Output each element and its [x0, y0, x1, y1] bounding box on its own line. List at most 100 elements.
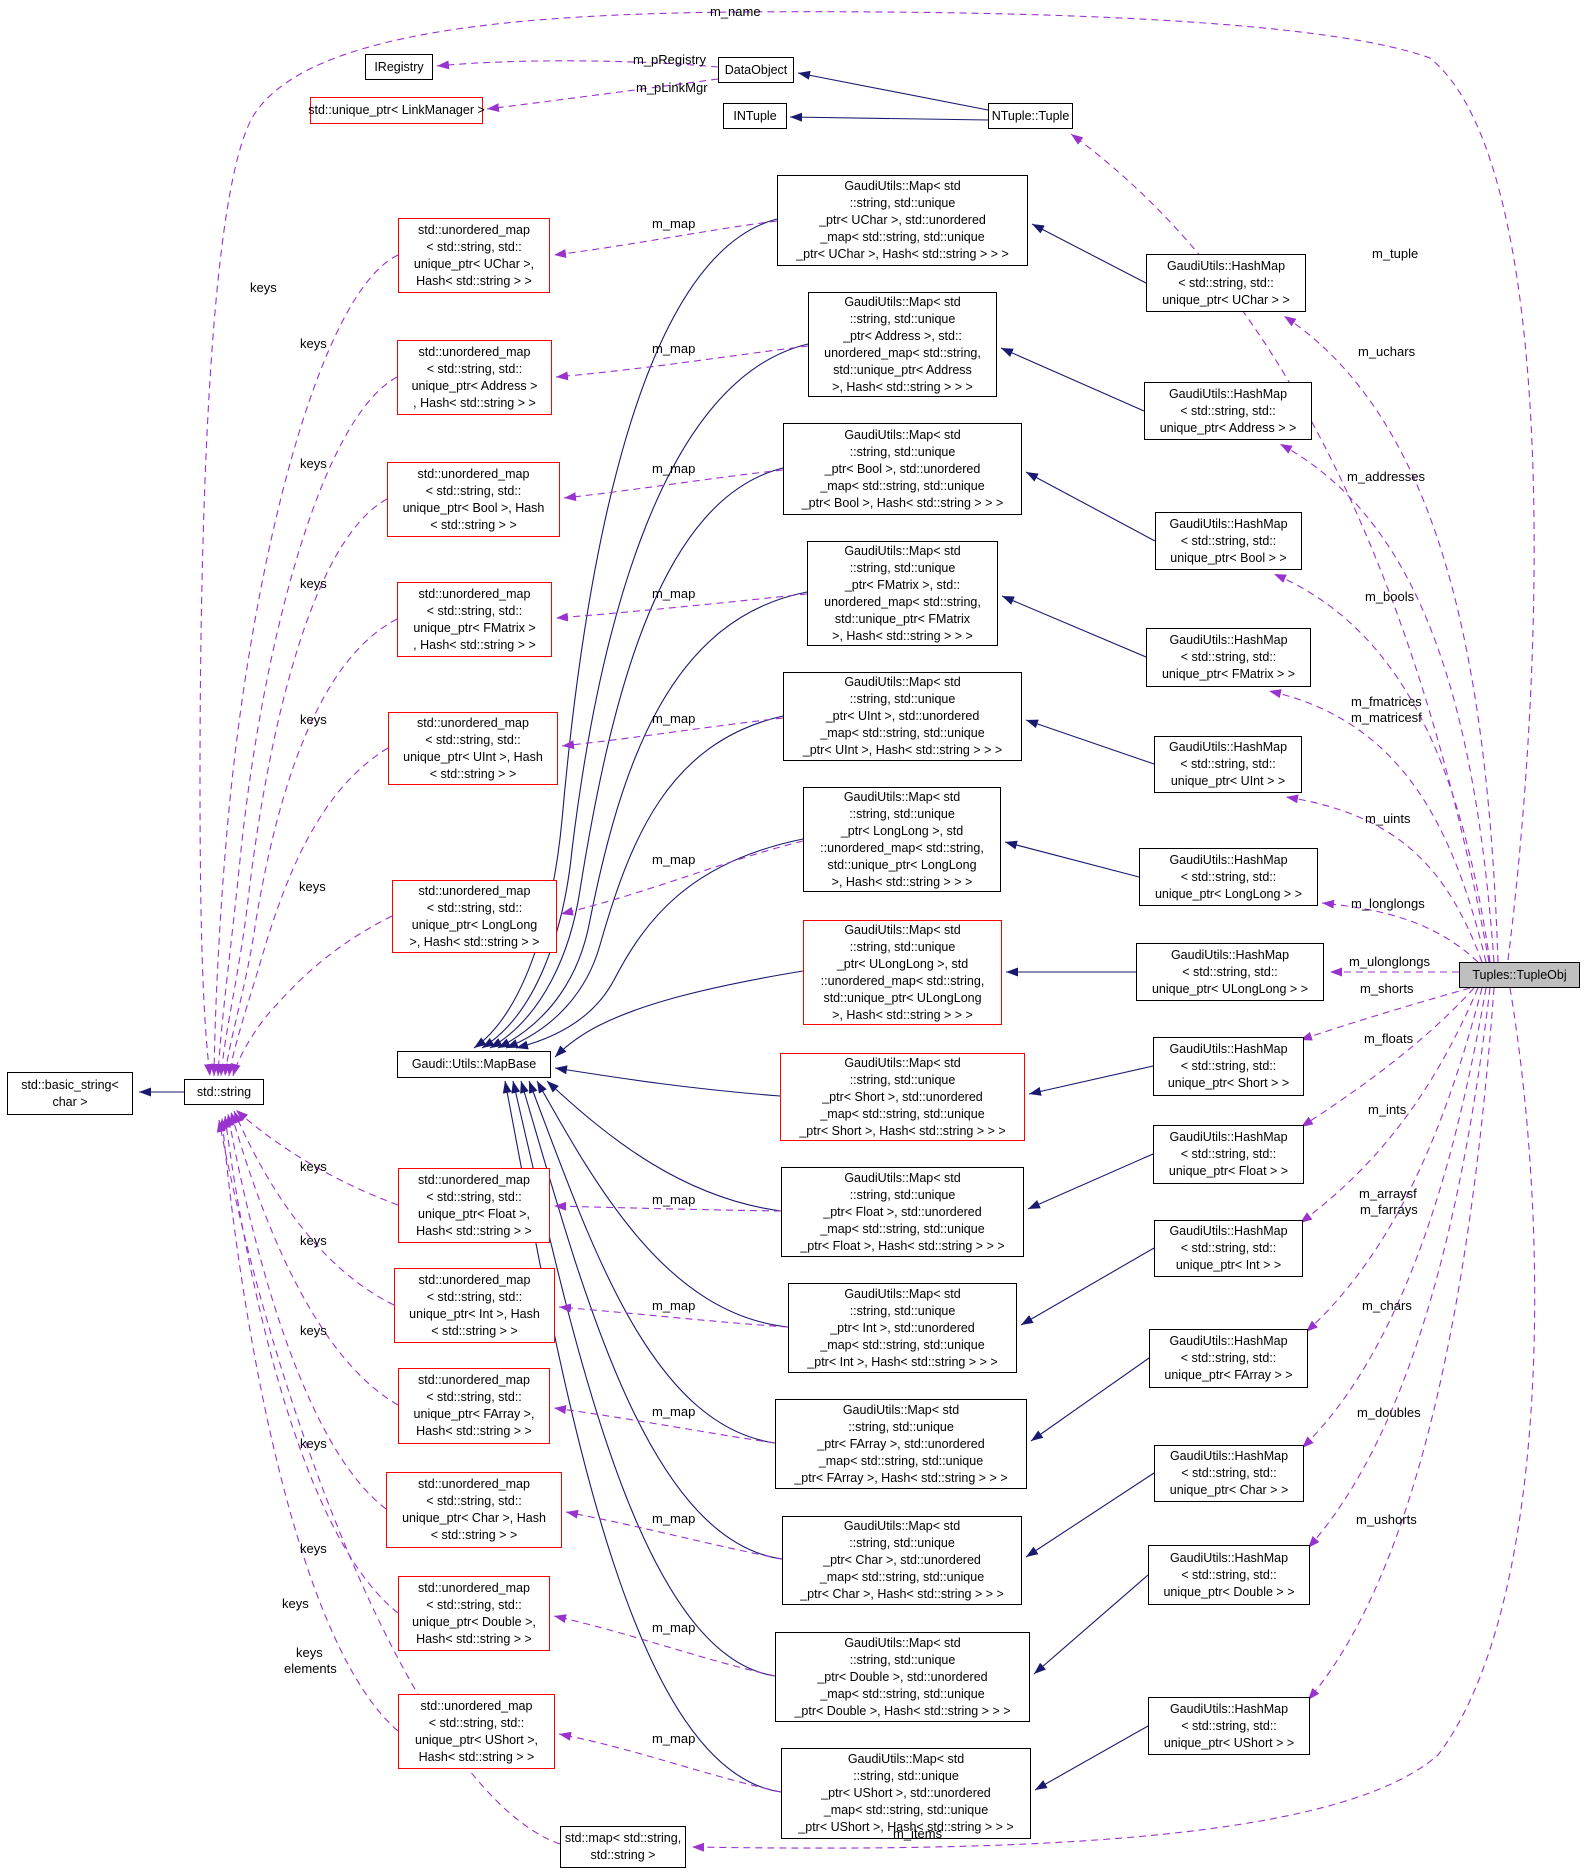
node-hashmap-double-line: < std::string, std::: [1181, 1567, 1277, 1582]
node-hashmap-bool[interactable]: GaudiUtils::HashMap < std::string, std:: u…: [1155, 512, 1302, 570]
edge-label-m-map-uint: m_map: [652, 711, 696, 726]
edge-map-uint-to-mapbase: [505, 715, 784, 1049]
edge-hashmap-int-to-map: [1020, 1247, 1155, 1326]
node-hashmap-fmatrix[interactable]: GaudiUtils::HashMap < std::string, std:: u…: [1146, 628, 1311, 687]
node-map-ulonglong[interactable]: GaudiUtils::Map< std::string, std::uniqu…: [803, 920, 1002, 1025]
node-map-uchar-line: GaudiUtils::Map< std: [844, 179, 961, 193]
node-map-address[interactable]: GaudiUtils::Map< std::string, std::uniqu…: [808, 292, 997, 397]
edge-hashmap-address-to-map: [1000, 347, 1145, 412]
node-umap-ushort-line: std::unordered_map: [420, 1698, 533, 1713]
node-hashmap-int[interactable]: GaudiUtils::HashMap < std::string, std:: u…: [1154, 1220, 1303, 1277]
node-map-double-line: ::string, std::unique: [849, 1652, 956, 1667]
node-umap-farray[interactable]: std::unordered_map < std::string, std:: un…: [398, 1368, 550, 1444]
edge-label-m-pregistry: m_pRegistry: [633, 52, 706, 67]
node-hashmap-address-line: GaudiUtils::HashMap: [1168, 386, 1288, 401]
edge-tupleobj-to-hashmap-bool: [1273, 573, 1491, 963]
node-basic-string[interactable]: std::basic_string< char >: [7, 1072, 133, 1115]
node-umap-bool[interactable]: std::unordered_map < std::string, std:: un…: [387, 462, 560, 537]
node-map-short[interactable]: GaudiUtils::Map< std::string, std::uniqu…: [780, 1053, 1025, 1141]
node-map-float[interactable]: GaudiUtils::Map< std::string, std::uniqu…: [781, 1167, 1024, 1257]
node-umap-ushort-line: < std::string, std::: [428, 1715, 525, 1730]
node-umap-fmatrix[interactable]: std::unordered_map < std::string, std:: un…: [397, 582, 552, 657]
node-umap-float[interactable]: std::unordered_map < std::string, std:: un…: [398, 1168, 550, 1243]
node-mapbase[interactable]: Gaudi::Utils::MapBase: [397, 1051, 551, 1078]
edge-label-m-map-int: m_map: [652, 1298, 696, 1313]
node-dataobject[interactable]: DataObject: [718, 57, 794, 83]
node-iregistry[interactable]: IRegistry: [365, 54, 433, 80]
node-hashmap-short-line: < std::string, std::: [1180, 1059, 1277, 1073]
node-hashmap-double[interactable]: GaudiUtils::HashMap < std::string, std:: u…: [1148, 1545, 1310, 1605]
node-umap-uchar[interactable]: std::unordered_map < std::string, std:: un…: [398, 218, 550, 293]
node-hashmap-ushort[interactable]: GaudiUtils::HashMap < std::string, std:: u…: [1148, 1697, 1310, 1755]
node-map-address-line: _ptr< Address >, std::: [843, 328, 962, 343]
node-umap-int[interactable]: std::unordered_map < std::string, std:: un…: [394, 1268, 555, 1343]
node-map-double[interactable]: GaudiUtils::Map< std::string, std::uniqu…: [775, 1632, 1030, 1722]
node-hashmap-farray[interactable]: GaudiUtils::HashMap < std::string, std:: u…: [1149, 1329, 1308, 1388]
node-umap-uint-line: std::unordered_map: [417, 715, 529, 730]
node-hashmap-ulonglong[interactable]: GaudiUtils::HashMap < std::string, std:: u…: [1136, 943, 1324, 1001]
edge-map-int-mmap: [558, 1303, 789, 1328]
edge-tupleobj-to-hashmap-longlong: [1321, 899, 1479, 963]
node-map-bool[interactable]: GaudiUtils::Map< std::string, std::uniqu…: [783, 423, 1022, 515]
node-hashmap-char[interactable]: GaudiUtils::HashMap < std::string, std:: u…: [1154, 1445, 1304, 1502]
node-map-uchar-line: _ptr< UChar >, std::unordered: [819, 213, 986, 227]
node-hashmap-float[interactable]: GaudiUtils::HashMap < std::string, std:: u…: [1153, 1125, 1304, 1184]
node-umap-longlong[interactable]: std::unordered_map < std::string, std:: un…: [392, 880, 557, 953]
node-map-uint[interactable]: GaudiUtils::Map< std::string, std::uniqu…: [783, 672, 1022, 761]
node-hashmap-address[interactable]: GaudiUtils::HashMap < std::string, std:: u…: [1144, 382, 1312, 440]
edge-label-m-items: m_items: [893, 1826, 943, 1841]
edge-label-m-farrays: m_farrays: [1360, 1202, 1418, 1217]
node-tupleobj[interactable]: Tuples::TupleObj: [1459, 962, 1580, 988]
edge-tupleobj-to-hashmap-fmatrix: [1268, 689, 1487, 963]
node-umap-address[interactable]: std::unordered_map < std::string, std:: un…: [397, 340, 552, 415]
node-map-farray[interactable]: GaudiUtils::Map< std::string, std::uniqu…: [775, 1399, 1027, 1489]
node-hashmap-short[interactable]: GaudiUtils::HashMap < std::string, std:: u…: [1153, 1037, 1304, 1096]
node-umap-double-line: < std::string, std::: [426, 1597, 522, 1612]
edge-label-keys-stdmap: keys: [296, 1645, 323, 1660]
edge-tupleobj-to-hashmap-farray: [1305, 987, 1483, 1333]
node-map-char[interactable]: GaudiUtils::Map< std::string, std::uniqu…: [782, 1516, 1022, 1605]
node-map-int[interactable]: GaudiUtils::Map< std::string, std::uniqu…: [788, 1283, 1017, 1373]
node-umap-char-line: < std::string, std::: [426, 1494, 522, 1508]
edge-tupleobj-to-hashmap-address: [1279, 443, 1495, 963]
node-map-ulonglong-line: std::unique_ptr< ULongLong: [823, 990, 982, 1005]
edge-tupleobj-to-hashmap-double: [1307, 987, 1491, 1549]
node-umap-double[interactable]: std::unordered_map < std::string, std:: un…: [398, 1576, 550, 1651]
node-hashmap-longlong[interactable]: GaudiUtils::HashMap < std::string, std:: u…: [1139, 848, 1318, 906]
edge-umap-double-keys: [222, 1115, 399, 1614]
edge-stdmap-keys-elements: [216, 1119, 561, 1845]
node-umap-char[interactable]: std::unordered_map < std::string, std:: un…: [386, 1472, 562, 1548]
node-hashmap-uint-line: unique_ptr< UInt > >: [1170, 774, 1286, 788]
node-intuple[interactable]: INTuple: [723, 103, 787, 129]
edge-map-float-mmap: [553, 1201, 782, 1212]
node-map-double-line: GaudiUtils::Map< std: [844, 1635, 961, 1650]
node-map-uchar-line: ::string, std::unique: [849, 196, 956, 210]
edge-umap-farray-keys: [229, 1111, 399, 1406]
edge-hashmap-ushort-to-map: [1034, 1725, 1149, 1791]
node-hashmap-uint-line: < std::string, std::: [1180, 757, 1276, 771]
node-ntuple-tuple[interactable]: NTuple::Tuple: [988, 103, 1073, 129]
node-hashmap-ulonglong-line: < std::string, std::: [1182, 964, 1278, 979]
edge-label-m-map-char: m_map: [652, 1511, 696, 1526]
edge-map-longlong-mmap: [560, 840, 804, 916]
node-umap-uint[interactable]: std::unordered_map < std::string, std:: un…: [388, 712, 558, 785]
edge-label-m-arraysf: m_arraysf: [1359, 1186, 1417, 1201]
node-std-string[interactable]: std::string: [184, 1079, 264, 1105]
node-map-longlong[interactable]: GaudiUtils::Map< std::string, std::uniqu…: [803, 787, 1001, 892]
node-umap-double-line: std::unordered_map: [418, 1580, 530, 1595]
edge-map-uchar-mmap: [553, 220, 778, 258]
node-map-ushort[interactable]: GaudiUtils::Map< std::string, std::uniqu…: [781, 1748, 1031, 1839]
node-umap-ushort[interactable]: std::unordered_map < std::string, std:: un…: [398, 1694, 555, 1769]
node-map-address-line: GaudiUtils::Map< std: [844, 294, 961, 309]
node-map-uchar[interactable]: GaudiUtils::Map< std::string, std::uniqu…: [777, 175, 1028, 266]
node-map-ulonglong-line: ::unordered_map< std::string,: [820, 973, 985, 988]
edge-map-char-mmap: [565, 1509, 783, 1560]
node-hashmap-double-line: GaudiUtils::HashMap: [1169, 1550, 1289, 1565]
node-map-farray-line: _ptr< FArray >, Hash< std::string > > >: [794, 1470, 1008, 1485]
node-std-map-string-string[interactable]: std::map< std::string, std::string >: [560, 1826, 686, 1868]
node-hashmap-uint[interactable]: GaudiUtils::HashMap < std::string, std:: u…: [1154, 736, 1302, 793]
node-map-longlong-line: >, Hash< std::string > > >: [831, 874, 973, 889]
node-map-fmatrix[interactable]: GaudiUtils::Map< std::string, std::uniqu…: [807, 541, 998, 646]
node-hashmap-uchar[interactable]: GaudiUtils::HashMap < std::string, std:: u…: [1146, 254, 1306, 312]
node-unique-ptr-linkmanager[interactable]: std::unique_ptr< LinkManager >: [308, 97, 485, 124]
